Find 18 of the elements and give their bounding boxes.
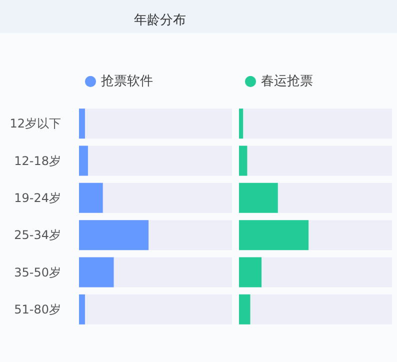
bar	[79, 182, 103, 213]
legend-label: 春运抢票	[261, 74, 313, 89]
bar	[79, 257, 114, 288]
bar	[239, 108, 244, 139]
legend-label: 抢票软件	[101, 74, 153, 89]
chart-title: 年龄分布	[134, 13, 186, 28]
bar	[79, 146, 88, 176]
y-tick-label: 51-80岁	[14, 302, 61, 316]
y-tick-label: 25-34岁	[14, 228, 61, 242]
bar	[79, 108, 85, 139]
bar	[239, 294, 250, 324]
y-tick-label: 19-24岁	[14, 190, 61, 205]
y-tick-label: 12-18岁	[14, 154, 61, 168]
y-tick-label: 35-50岁	[14, 265, 61, 280]
bar	[79, 294, 85, 324]
bar	[239, 257, 262, 288]
bar	[239, 146, 248, 176]
y-tick-label: 12岁以下	[10, 116, 61, 131]
